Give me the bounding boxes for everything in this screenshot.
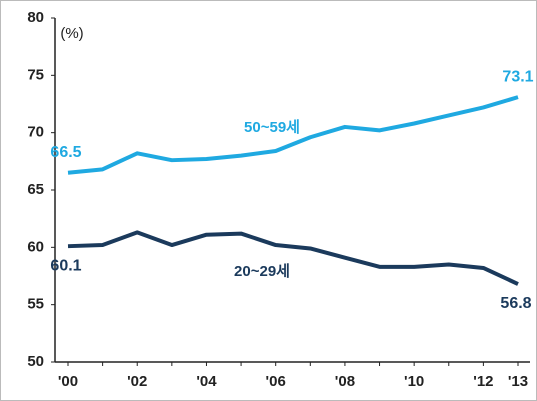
x-tick-label: '06 [266,373,286,390]
value-label: 60.1 [50,257,81,274]
value-label: 66.5 [50,144,81,161]
series-line [67,230,519,286]
x-tick-label: '04 [196,373,217,390]
x-tick-label: '08 [335,373,355,390]
y-tick-label: 65 [27,181,44,198]
x-tick-label: '12 [473,373,493,390]
series-label: 50~59세 [244,119,300,136]
series-line [67,95,519,175]
y-tick-label: 70 [27,124,44,141]
unit-label: (%) [60,25,83,42]
x-tick-label: '02 [127,373,147,390]
series-label: 20~29세 [234,263,290,280]
y-tick-label: 50 [27,353,44,370]
x-tick-label: '00 [58,373,78,390]
x-tick-label: '10 [404,373,424,390]
y-tick-label: 55 [27,296,44,313]
y-tick-label: 75 [27,66,44,83]
value-label: 73.1 [502,68,533,85]
x-tick-label: '13 [508,373,528,390]
value-label: 56.8 [500,295,531,312]
y-tick-label: 80 [27,9,44,26]
y-tick-label: 60 [27,238,44,255]
